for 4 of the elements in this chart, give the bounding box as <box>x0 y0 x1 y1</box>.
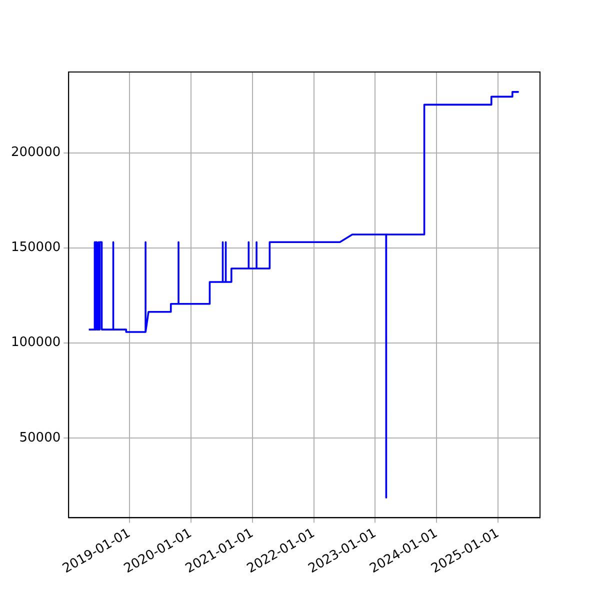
y-tick-label: 150000 <box>10 240 61 256</box>
y-tick-label: 100000 <box>10 335 61 350</box>
y-tick-label: 200000 <box>10 145 61 160</box>
y-tick-label: 50000 <box>19 430 61 446</box>
